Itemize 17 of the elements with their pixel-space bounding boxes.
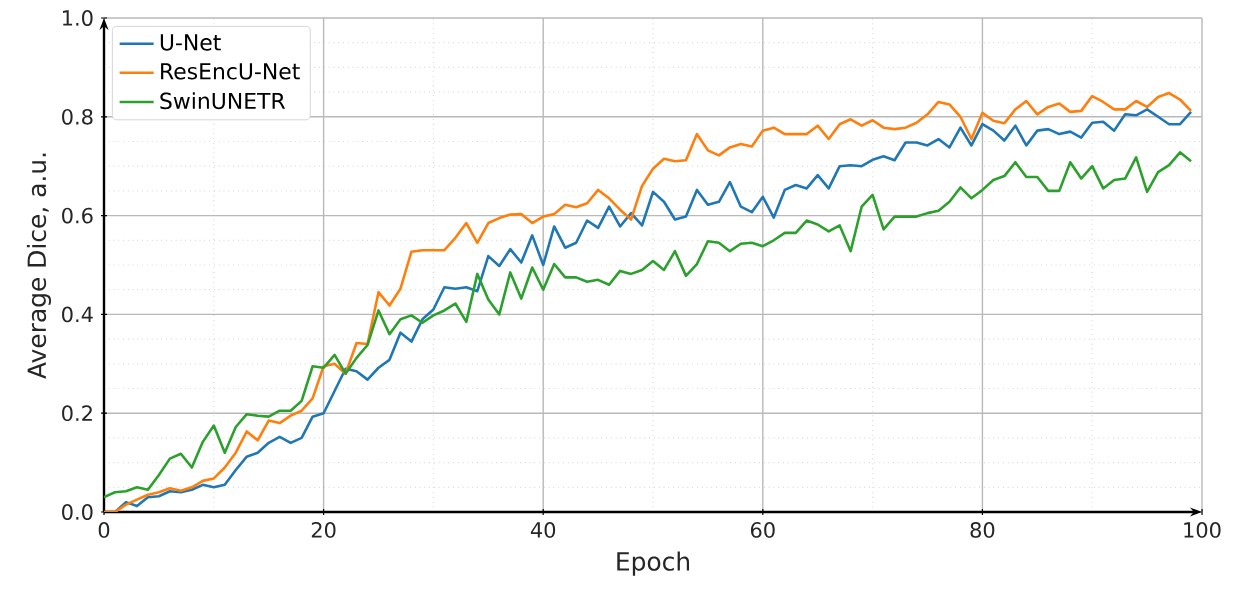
y-tick-label: 0.8 — [62, 108, 93, 125]
y-tick-label: 0.2 — [62, 405, 92, 422]
x-tick-label: 20 — [311, 522, 336, 538]
legend-label: ResEncU-Net — [161, 63, 300, 80]
y-tick-label: 0.4 — [62, 306, 93, 323]
y-tick-label: 0.0 — [62, 504, 93, 520]
y-axis-title: Average Dice, a.u. — [26, 153, 52, 379]
y-tick-label: 0.6 — [62, 207, 93, 224]
x-tick-label: 40 — [530, 522, 556, 538]
x-axis-title: Epoch — [617, 551, 690, 576]
x-tick-label: 80 — [970, 522, 995, 538]
x-tick-label: 100 — [1184, 522, 1221, 538]
x-tick-label: 0 — [98, 522, 110, 538]
y-tick-label: 1.0 — [62, 10, 93, 26]
legend-label: U-Net — [160, 34, 221, 51]
legend-label: SwinUNETR — [160, 92, 286, 110]
x-tick-label: 60 — [750, 522, 775, 538]
